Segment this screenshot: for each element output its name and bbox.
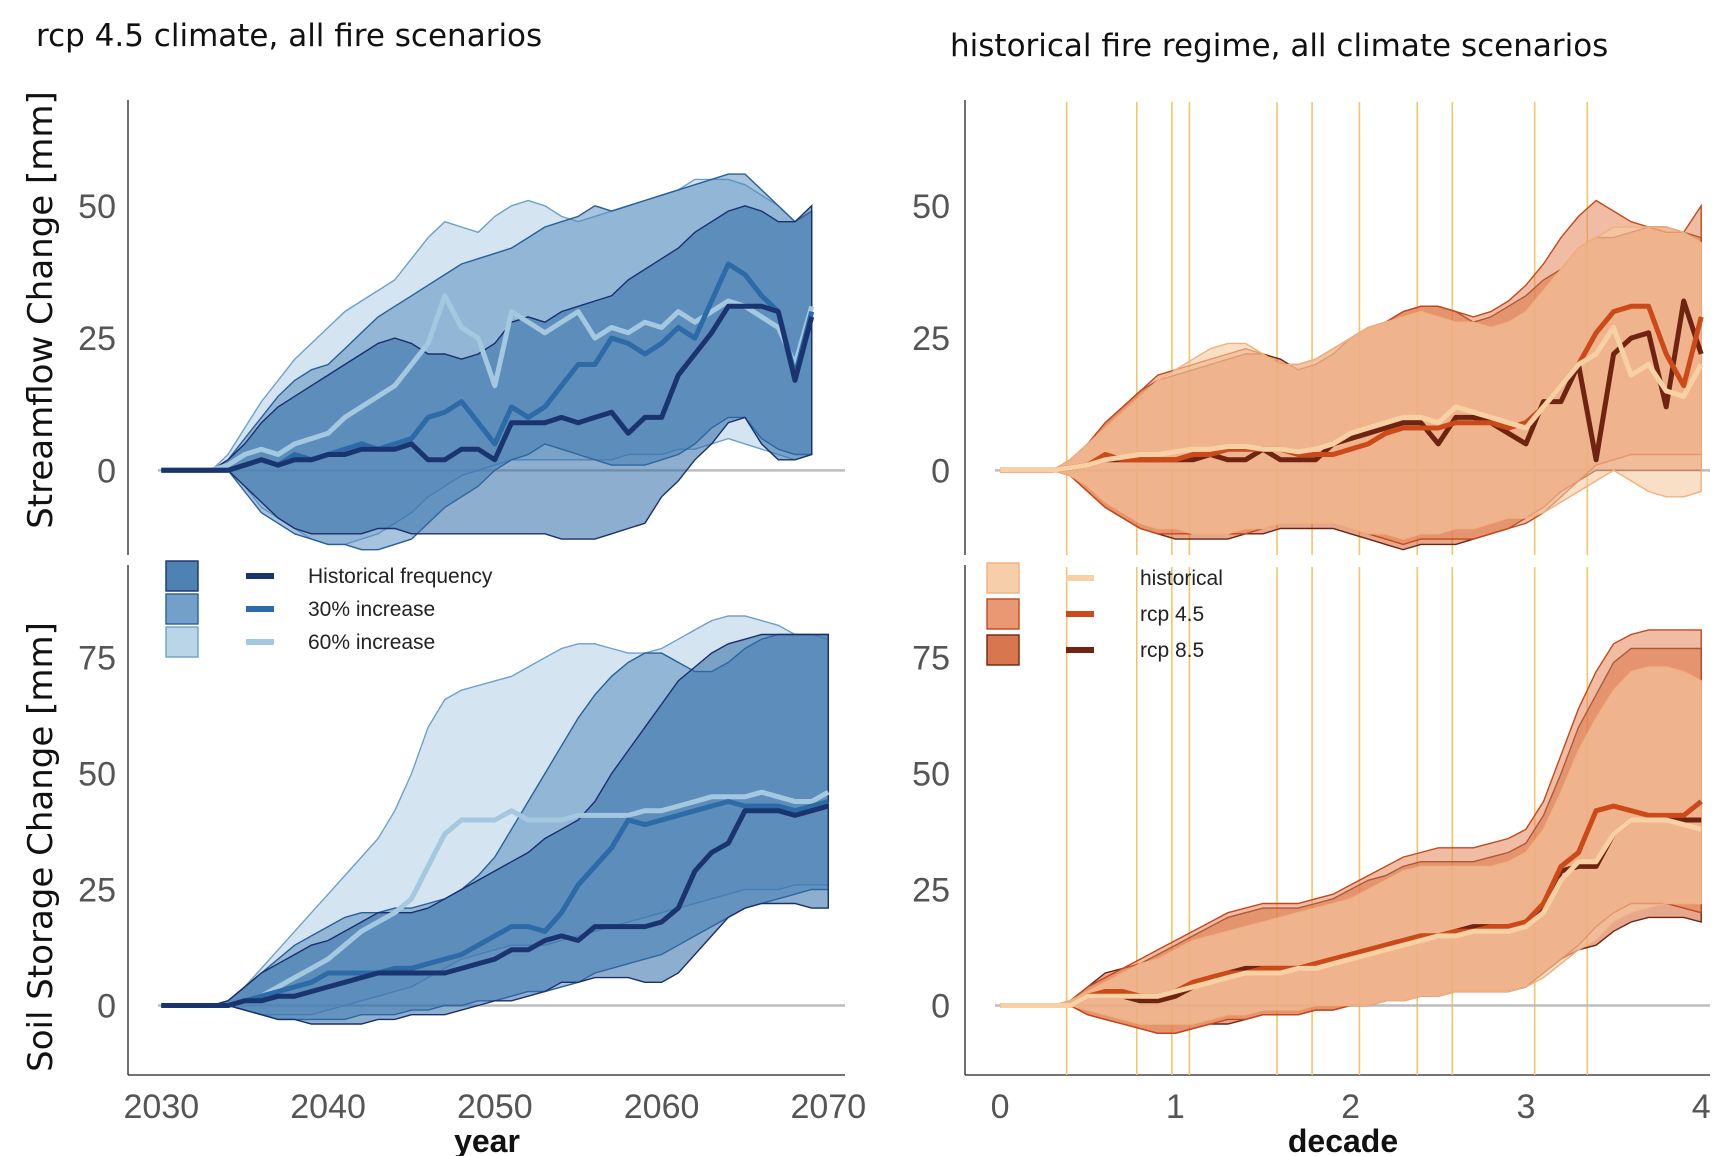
left-soil-mean-line-2 xyxy=(161,789,830,1008)
right-soil-y-tick-label: 75 xyxy=(912,640,950,678)
right-soil-mean-line-0 xyxy=(1000,817,1702,1008)
left-x-tick-label: 2030 xyxy=(124,1088,200,1126)
left-x-tick-label: 2060 xyxy=(624,1088,700,1126)
left-legend: Historical frequency 30% increase 60% incr… xyxy=(165,560,493,658)
right-soil-storage-panel: 0 25 50 75 0 1 2 3 4 xyxy=(912,565,1711,1126)
left-x-tick-label: 2050 xyxy=(457,1088,533,1126)
right-title: historical fire regime, all climate scen… xyxy=(950,28,1608,64)
right-x-tick-label: 0 xyxy=(991,1088,1010,1126)
streamflow-y-label: Streamflow Change [mm] xyxy=(21,91,61,529)
left-soil-band-0 xyxy=(161,633,829,1025)
left-x-label: year xyxy=(454,1123,520,1156)
left-streamflow-mean-line-0 xyxy=(161,303,815,473)
right-soil-y-tick-label: 0 xyxy=(931,987,950,1025)
left-soil-y-tick-label: 50 xyxy=(78,756,116,794)
right-legend: historical rcp 4.5 rcp 8.5 xyxy=(986,562,1223,666)
right-soil-y-tick-label: 25 xyxy=(912,872,950,910)
right-legend-label: historical xyxy=(1140,567,1223,590)
left-soil-storage-panel: 0 25 50 75 2030 2040 2050 2060 2070 xyxy=(78,565,866,1126)
left-soil-mean-line-1 xyxy=(161,799,829,1008)
left-legend-label: Historical frequency xyxy=(308,565,493,588)
left-legend-swatch xyxy=(165,560,199,592)
right-soil-mean-line-1 xyxy=(1000,799,1703,1008)
right-x-label: decade xyxy=(1288,1123,1398,1156)
right-legend-label: rcp 8.5 xyxy=(1140,639,1204,662)
left-streamflow-y-tick-label: 0 xyxy=(97,452,116,490)
soil-storage-y-label: Soil Storage Change [mm] xyxy=(21,622,61,1072)
left-legend-swatch xyxy=(165,593,199,625)
right-streamflow-y-tick-label: 50 xyxy=(912,188,950,226)
right-x-tick-label: 3 xyxy=(1516,1088,1535,1126)
right-soil-band-0 xyxy=(1000,666,1702,1025)
right-legend-label: rcp 4.5 xyxy=(1140,603,1204,626)
right-legend-swatch xyxy=(986,562,1020,594)
right-legend-swatch xyxy=(986,634,1020,666)
right-streamflow-mean-line-0 xyxy=(1000,325,1704,473)
right-x-tick-label: 4 xyxy=(1692,1088,1711,1126)
left-soil-y-tick-label: 75 xyxy=(78,640,116,678)
left-soil-y-tick-label: 25 xyxy=(78,872,116,910)
right-streamflow-panel: 0 25 50 xyxy=(912,100,1710,555)
left-streamflow-y-tick-label: 50 xyxy=(78,188,116,226)
left-streamflow-panel: 0 25 50 xyxy=(78,100,845,555)
left-x-tick-label: 2070 xyxy=(791,1088,867,1126)
right-streamflow-y-tick-label: 25 xyxy=(912,320,950,358)
left-x-tick-label: 2040 xyxy=(290,1088,366,1126)
right-soil-y-tick-label: 50 xyxy=(912,756,950,794)
left-streamflow-y-tick-label: 25 xyxy=(78,320,116,358)
left-legend-label: 60% increase xyxy=(308,631,435,654)
left-soil-y-tick-label: 0 xyxy=(97,987,116,1025)
left-legend-swatch xyxy=(165,626,199,658)
left-title: rcp 4.5 climate, all fire scenarios xyxy=(36,18,542,54)
right-x-tick-label: 2 xyxy=(1341,1088,1360,1126)
right-x-tick-label: 1 xyxy=(1166,1088,1185,1126)
left-legend-label: 30% increase xyxy=(308,598,435,621)
left-soil-mean-line-0 xyxy=(161,803,829,1008)
right-streamflow-y-tick-label: 0 xyxy=(931,452,950,490)
right-legend-swatch xyxy=(986,598,1020,630)
right-streamflow-band-0 xyxy=(1000,226,1702,540)
